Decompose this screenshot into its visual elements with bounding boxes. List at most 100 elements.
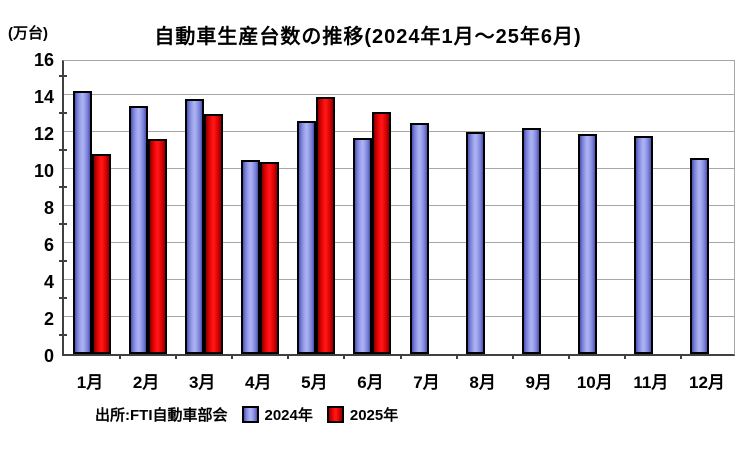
bar-2025年-4月: [260, 161, 280, 354]
x-axis-label-10月: 10月: [576, 373, 613, 392]
category-cell-12月: [681, 61, 737, 354]
x-axis-label-4月: 4月: [245, 373, 272, 392]
x-boundary-tick: [231, 354, 234, 359]
y-axis-tick-label: 8: [43, 198, 54, 218]
bar-2024年-7月: [409, 122, 429, 354]
x-boundary-tick: [175, 354, 178, 359]
gridline-12: [64, 131, 734, 132]
legend-swatch-2025-icon: [326, 406, 344, 423]
category-cell-9月: [513, 61, 569, 354]
bar-group: [297, 61, 336, 354]
y-axis-tick-label: 0: [43, 346, 54, 366]
y-axis-unit-label: (万台): [8, 25, 48, 42]
bar-group: [129, 61, 168, 354]
bar-2025年-6月: [372, 111, 392, 354]
y-minor-tick: [59, 259, 67, 262]
x-axis-label-8月: 8月: [469, 373, 496, 392]
bar-group: [521, 61, 560, 354]
bar-2024年-4月: [241, 159, 261, 354]
category-cell-1月: [64, 61, 120, 354]
y-minor-tick: [59, 222, 67, 225]
y-minor-tick: [59, 111, 67, 114]
category-cell-2月: [120, 61, 176, 354]
legend-label-2024: 2024年: [264, 407, 313, 424]
bar-group: [689, 61, 728, 354]
legend-swatch-2024-icon: [241, 406, 259, 423]
y-axis-tick-label: 14: [33, 87, 54, 107]
legend-item-2025: 2025年: [326, 404, 399, 425]
bar-2024年-5月: [297, 120, 317, 354]
x-boundary-tick: [511, 354, 514, 359]
gridline-2: [64, 316, 734, 317]
x-boundary-tick: [287, 354, 290, 359]
x-axis-label-5月: 5月: [301, 373, 328, 392]
y-axis-tick-label: 10: [33, 161, 54, 181]
x-axis-label-12月: 12月: [688, 373, 725, 392]
x-axis-label-1月: 1月: [76, 373, 104, 392]
source-note: 出所:FTI自動車部会: [95, 407, 228, 424]
category-cell-8月: [457, 61, 513, 354]
bar-2024年-12月: [689, 157, 709, 354]
x-boundary-tick: [343, 354, 346, 359]
gridline-6: [64, 242, 734, 243]
gridline-14: [64, 94, 734, 95]
x-boundary-tick: [399, 354, 402, 359]
category-cell-3月: [176, 61, 232, 354]
bar-group: [633, 61, 672, 354]
bar-2024年-2月: [129, 106, 149, 354]
bar-2024年-11月: [633, 135, 653, 354]
bar-group: [185, 61, 224, 354]
gridline-8: [64, 205, 734, 206]
bar-2025年-3月: [204, 113, 224, 354]
x-boundary-tick: [679, 354, 682, 359]
y-axis-tick-label: 6: [43, 235, 54, 255]
bar-group: [353, 61, 392, 354]
bar-2024年-8月: [465, 132, 485, 354]
gridline-4: [64, 279, 734, 280]
bar-2024年-6月: [353, 137, 373, 354]
y-minor-tick: [59, 296, 67, 299]
y-minor-tick: [59, 333, 67, 336]
x-axis-label-2月: 2月: [132, 373, 160, 392]
category-cell-5月: [288, 61, 344, 354]
bar-2025年-5月: [316, 96, 336, 354]
plot-area: [59, 60, 737, 359]
category-cell-6月: [344, 61, 400, 354]
bar-2025年-2月: [148, 139, 168, 354]
category-cell-10月: [569, 61, 625, 354]
y-minor-tick: [59, 74, 67, 77]
bar-2024年-1月: [73, 91, 93, 354]
legend-label-2025: 2025年: [349, 407, 399, 424]
y-minor-tick: [59, 148, 67, 151]
x-axis-label-7月: 7月: [413, 373, 440, 392]
bar-group: [577, 61, 616, 354]
bar-2024年-9月: [521, 128, 541, 354]
gridline-10: [64, 168, 734, 169]
x-boundary-tick: [623, 354, 626, 359]
x-axis-label-6月: 6月: [357, 373, 384, 392]
x-axis-label-9月: 9月: [525, 373, 552, 392]
category-cell-4月: [232, 61, 288, 354]
x-axis-label-11月: 11月: [633, 373, 669, 392]
x-boundary-tick: [119, 354, 122, 359]
category-cell-11月: [625, 61, 681, 354]
y-axis-tick-label: 2: [43, 309, 54, 329]
y-axis-tick-label: 12: [33, 124, 54, 144]
y-minor-tick: [59, 185, 67, 188]
bar-group: [73, 61, 112, 354]
chart-title: 自動車生産台数の推移(2024年1月～25年6月): [154, 26, 582, 48]
y-axis-tick-label: 4: [43, 272, 54, 292]
bar-2024年-10月: [577, 133, 597, 354]
category-cell-7月: [401, 61, 457, 354]
x-boundary-tick: [567, 354, 570, 359]
bar-2025年-1月: [92, 154, 112, 354]
x-boundary-tick: [455, 354, 458, 359]
bar-2024年-3月: [185, 98, 205, 354]
bar-group: [409, 61, 448, 354]
y-axis-tick-label: 16: [33, 50, 54, 70]
bar-group: [465, 61, 504, 354]
x-axis-label-3月: 3月: [188, 373, 216, 392]
bar-group: [241, 61, 280, 354]
legend-item-2024: 2024年: [241, 404, 313, 425]
